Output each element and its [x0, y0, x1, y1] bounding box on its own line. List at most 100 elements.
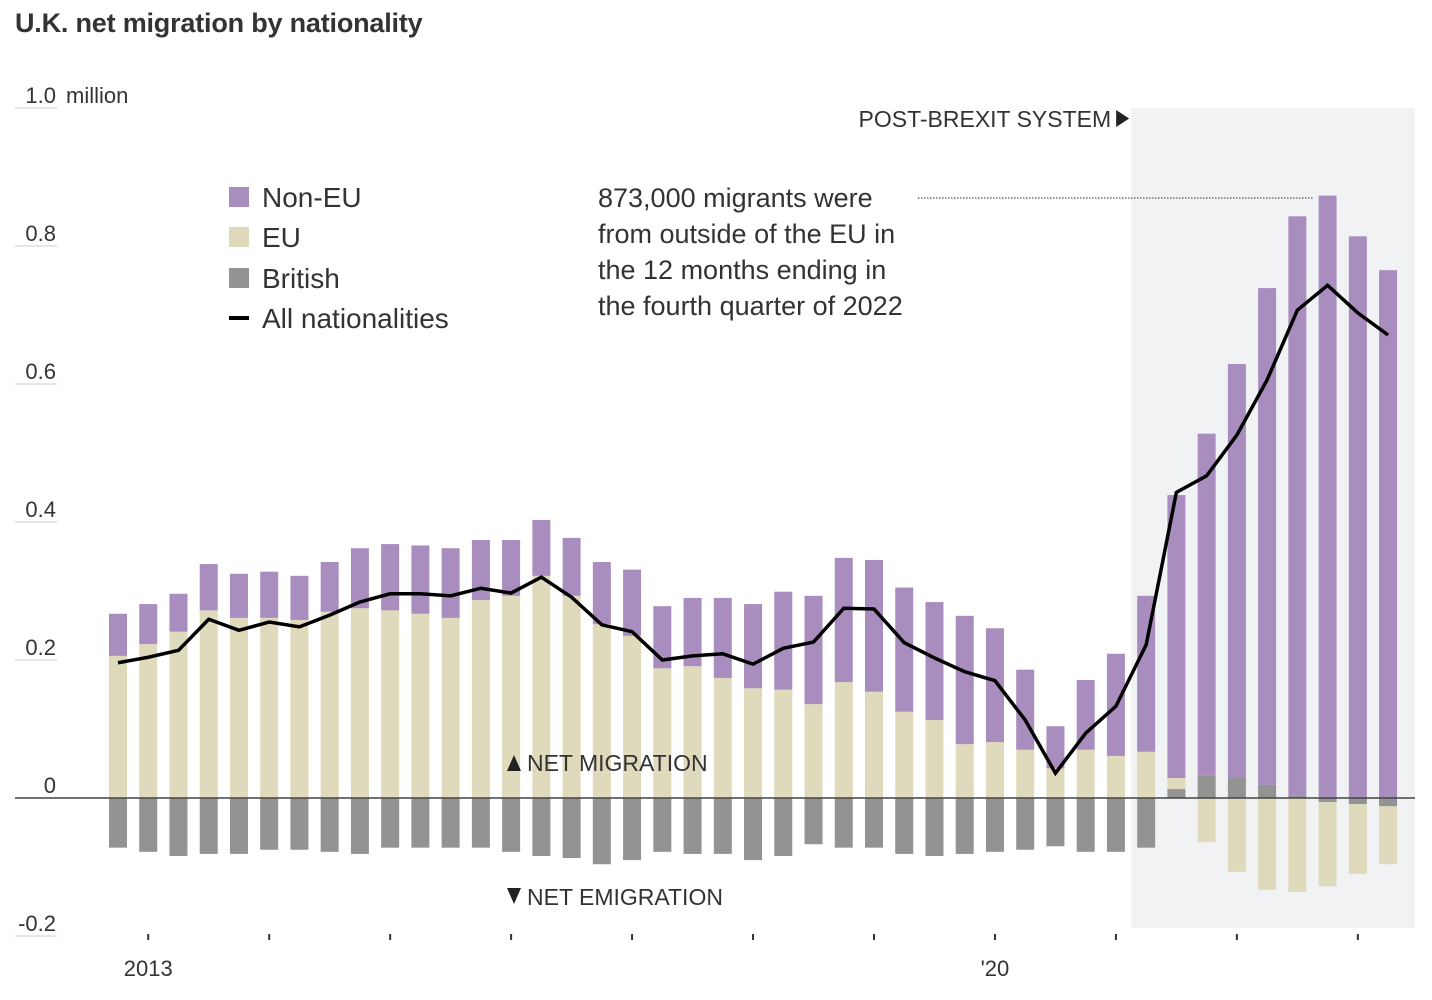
bar-non-eu-2015-q1 [381, 544, 400, 611]
bar-british-2019-q2 [895, 798, 914, 854]
bar-british-2020-q2 [1016, 798, 1035, 850]
bar-eu-2015-q2 [411, 613, 430, 798]
bar-british-2021-q4 [1197, 775, 1216, 798]
bar-eu-2014-q1 [260, 617, 279, 798]
bar-eu-2022-q1 [1227, 798, 1246, 872]
y-tick-label: 1.0 [25, 83, 56, 108]
bar-non-eu-2022-q4 [1318, 195, 1337, 798]
bar-british-2013-q1 [139, 798, 158, 852]
bar-non-eu-2022-q1 [1227, 363, 1246, 778]
bar-eu-2019-q3 [925, 720, 944, 798]
bar-eu-2023-q1 [1348, 804, 1367, 874]
bar-eu-2014-q2 [290, 619, 309, 798]
net-migration-label: NET MIGRATION [527, 750, 708, 776]
y-unit-label: million [66, 83, 128, 108]
bar-non-eu-2014-q1 [260, 571, 279, 618]
bar-eu-2015-q1 [381, 610, 400, 798]
bar-eu-2015-q3 [441, 617, 460, 798]
bar-eu-2020-q2 [1016, 749, 1035, 798]
net-emigration-label: NET EMIGRATION [527, 884, 723, 910]
bar-british-2023-q1 [1348, 798, 1367, 805]
bar-eu-2023-q2 [1379, 806, 1398, 865]
bar-non-eu-2017-q4 [713, 597, 732, 678]
bar-non-eu-2021-q4 [1197, 433, 1216, 776]
post-brexit-label: POST-BREXIT SYSTEM [859, 106, 1112, 132]
bar-eu-2016-q1 [502, 595, 521, 798]
bar-eu-2019-q1 [865, 691, 883, 798]
bar-eu-2018-q3 [804, 704, 823, 798]
bar-non-eu-2018-q1 [744, 604, 763, 689]
x-tick-label: '20 [981, 956, 1010, 981]
bar-eu-2017-q3 [683, 666, 702, 798]
bar-british-2017-q4 [713, 798, 732, 854]
bar-british-2015-q2 [411, 798, 430, 848]
bar-eu-2018-q1 [744, 688, 763, 798]
bar-eu-2022-q2 [1258, 798, 1277, 890]
bar-british-2013-q4 [229, 798, 248, 854]
bar-british-2016-q4 [592, 798, 611, 865]
bar-non-eu-2019-q2 [895, 587, 914, 712]
legend-label: EU [262, 222, 301, 253]
bar-british-2021-q1 [1106, 798, 1125, 852]
bar-non-eu-2020-q3 [1046, 726, 1065, 769]
legend-label: Non-EU [262, 182, 362, 213]
bar-british-2013-q2 [169, 798, 188, 856]
bar-eu-2017-q2 [653, 668, 672, 798]
bar-british-2014-q3 [320, 798, 339, 852]
bar-non-eu-2014-q2 [290, 575, 309, 620]
bar-eu-2015-q4 [471, 599, 490, 798]
bar-british-2020-q1 [985, 798, 1004, 852]
bar-british-2015-q1 [381, 798, 400, 848]
bar-non-eu-2017-q1 [623, 569, 642, 636]
bar-british-2019-q1 [865, 798, 883, 848]
bar-non-eu-2022-q2 [1258, 288, 1277, 785]
bar-eu-2022-q3 [1288, 798, 1307, 892]
y-tick-label: 0.4 [25, 497, 56, 522]
bar-non-eu-2013-q2 [169, 593, 188, 632]
bar-british-2016-q2 [532, 798, 551, 856]
bar-eu-2020-q4 [1076, 749, 1095, 798]
bar-non-eu-2020-q4 [1076, 680, 1095, 750]
legend-label: British [262, 263, 340, 294]
y-tick-label: 0.8 [25, 221, 56, 246]
bar-non-eu-2019-q3 [925, 602, 944, 721]
bar-non-eu-2023-q1 [1348, 236, 1367, 799]
legend-line-swatch [229, 316, 249, 320]
bar-non-eu-2021-q2 [1137, 595, 1156, 752]
bar-non-eu-2015-q2 [411, 545, 430, 614]
y-tick-label: 0.2 [25, 635, 56, 660]
bar-british-2014-q4 [350, 798, 369, 854]
bar-non-eu-2016-q2 [532, 519, 551, 576]
bar-non-eu-2012-q4 [109, 613, 127, 656]
bar-british-2020-q4 [1076, 798, 1095, 852]
bar-british-2015-q3 [441, 798, 460, 848]
bar-non-eu-2018-q4 [834, 557, 853, 683]
bar-non-eu-2018-q3 [804, 595, 823, 705]
annotation-text-line: the fourth quarter of 2022 [598, 291, 903, 321]
legend-swatch-non-eu [229, 187, 249, 207]
bar-british-2013-q3 [199, 798, 218, 854]
chart-title: U.K. net migration by nationality [15, 8, 423, 38]
bar-british-2017-q3 [683, 798, 702, 854]
bar-eu-2018-q2 [774, 689, 793, 798]
triangle-up-icon [507, 755, 521, 771]
annotation-text-line: from outside of the EU in [598, 219, 895, 249]
x-tick-label: 2013 [124, 956, 173, 981]
bar-eu-2016-q2 [532, 575, 551, 798]
y-tick-label: -0.2 [18, 911, 56, 936]
bar-eu-2018-q4 [834, 682, 853, 798]
bar-eu-2022-q4 [1318, 802, 1337, 887]
bar-eu-2013-q2 [169, 631, 188, 798]
bar-british-2022-q4 [1318, 798, 1337, 803]
bar-eu-2012-q4 [109, 655, 127, 798]
bar-eu-2014-q3 [320, 611, 339, 798]
bar-british-2018-q3 [804, 798, 823, 845]
bar-eu-2013-q3 [199, 610, 218, 798]
annotation-text-line: the 12 months ending in [598, 255, 886, 285]
triangle-right-icon [1116, 110, 1130, 127]
bar-eu-2021-q4 [1197, 798, 1216, 843]
bar-british-2022-q1 [1227, 777, 1246, 798]
line-all-nationalities [117, 283, 1390, 777]
bar-eu-2017-q1 [623, 635, 642, 798]
